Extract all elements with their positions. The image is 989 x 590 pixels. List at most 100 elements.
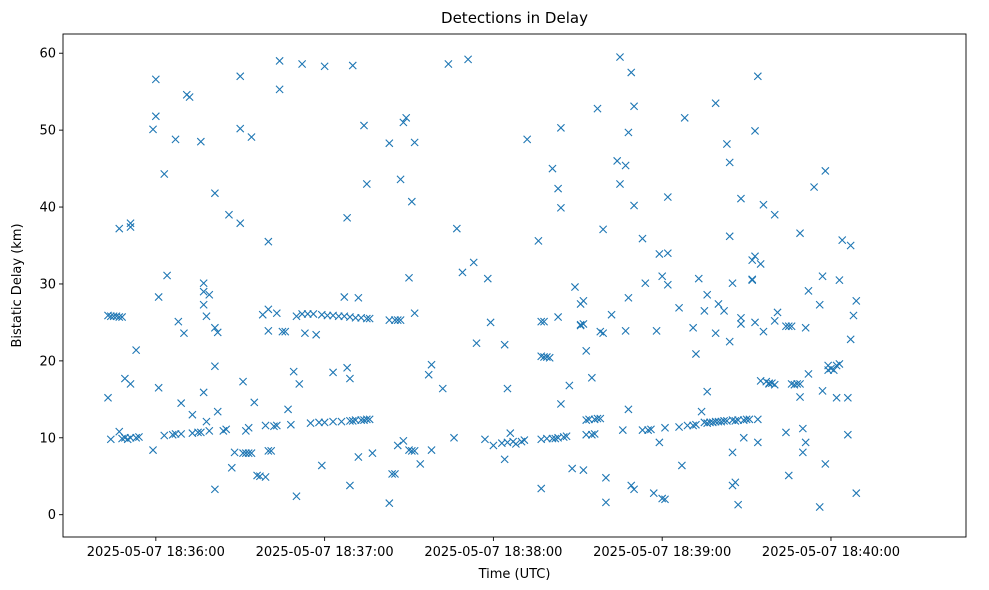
data-point: [315, 418, 323, 427]
data-point: [711, 417, 720, 426]
data-point: [770, 210, 779, 219]
data-point: [556, 203, 565, 212]
data-point: [621, 326, 630, 335]
data-point: [472, 339, 481, 348]
data-point: [306, 419, 315, 428]
data-point: [247, 449, 256, 458]
data-point: [174, 317, 183, 326]
y-axis-ticks: 0 10 20 30 40 50 60: [39, 47, 63, 523]
data-point: [593, 414, 602, 423]
data-point: [275, 56, 284, 65]
data-point: [267, 446, 276, 455]
data-point: [396, 175, 405, 184]
data-point: [300, 329, 309, 338]
data-point: [663, 280, 672, 289]
data-point: [742, 415, 751, 424]
data-point: [630, 201, 639, 210]
data-point: [205, 290, 214, 299]
data-point: [796, 379, 805, 388]
data-point: [295, 379, 304, 388]
data-point: [616, 53, 624, 62]
data-point: [343, 363, 352, 372]
data-point: [264, 305, 273, 314]
data-point: [444, 60, 453, 68]
data-point: [835, 276, 844, 285]
data-point: [500, 340, 509, 349]
data-point: [821, 459, 830, 468]
data-point: [396, 316, 405, 325]
data-point: [725, 337, 734, 346]
data-point: [154, 293, 163, 302]
data-point: [115, 224, 124, 233]
data-point: [542, 353, 551, 362]
data-point: [177, 399, 186, 408]
data-point: [646, 425, 655, 434]
data-point: [323, 311, 332, 320]
data-point: [624, 293, 633, 302]
data-point: [368, 449, 377, 458]
data-point: [748, 276, 757, 285]
data-point: [691, 420, 700, 429]
data-point: [731, 416, 740, 425]
data-point: [551, 434, 560, 443]
data-point: [399, 436, 408, 445]
data-point: [655, 249, 664, 258]
data-points: [104, 53, 861, 511]
x-tick-label: 2025-05-07 18:37:00: [256, 545, 394, 560]
data-point: [815, 503, 824, 511]
data-point: [852, 296, 861, 305]
data-point: [210, 323, 219, 332]
data-point: [638, 234, 647, 243]
data-point: [579, 466, 588, 475]
data-point: [770, 380, 779, 389]
data-point: [585, 415, 594, 424]
data-point: [751, 126, 760, 135]
data-point: [199, 388, 208, 397]
data-point: [787, 322, 796, 331]
data-point: [486, 318, 495, 327]
data-point: [104, 393, 112, 402]
data-point: [703, 387, 712, 396]
data-point: [199, 287, 208, 296]
data-point: [362, 415, 371, 424]
data-point: [385, 139, 394, 148]
data-point: [362, 314, 371, 323]
data-point: [801, 323, 810, 332]
data-point: [554, 313, 563, 322]
data-point: [587, 430, 596, 439]
data-point: [388, 469, 397, 478]
x-axis-label: Time (UTC): [478, 567, 551, 582]
data-point: [590, 429, 599, 438]
data-point: [638, 426, 647, 435]
data-point: [534, 236, 543, 245]
data-point: [680, 113, 689, 122]
data-point: [756, 259, 765, 268]
data-point: [582, 430, 591, 439]
data-point: [272, 309, 281, 318]
data-point: [570, 283, 579, 292]
data-point: [804, 286, 813, 295]
data-point: [126, 223, 135, 232]
data-point: [745, 415, 754, 424]
x-axis-ticks: 2025-05-07 18:36:00 2025-05-07 18:37:00 20…: [87, 537, 900, 560]
data-point: [796, 229, 805, 238]
data-point: [835, 359, 844, 368]
data-point: [106, 435, 115, 444]
data-point: [126, 379, 135, 388]
data-point: [407, 446, 416, 455]
data-point: [562, 432, 571, 441]
data-point: [244, 423, 253, 432]
data-point: [360, 121, 368, 130]
data-point: [621, 161, 630, 170]
data-point: [438, 384, 447, 393]
data-point: [556, 399, 565, 408]
data-point: [236, 72, 245, 81]
data-point: [661, 423, 669, 432]
data-point: [205, 426, 214, 435]
data-point: [734, 500, 743, 509]
data-point: [399, 118, 408, 127]
data-point: [489, 441, 498, 450]
data-point: [390, 469, 399, 478]
data-point: [784, 322, 793, 331]
data-point: [469, 258, 478, 267]
